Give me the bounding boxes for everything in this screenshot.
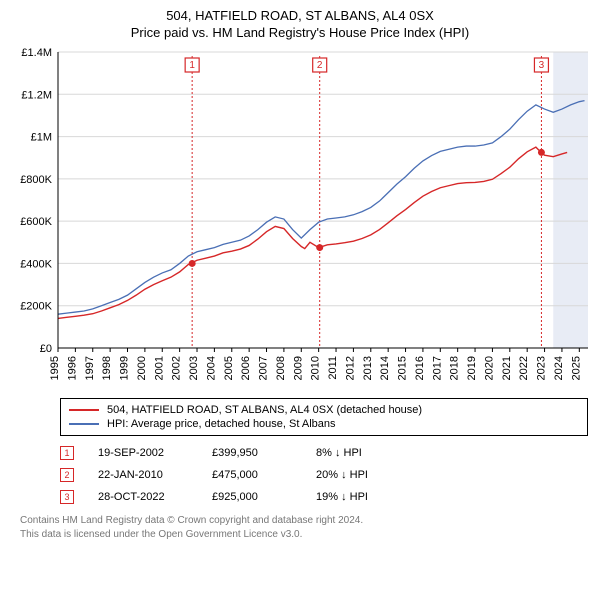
record-date: 19-SEP-2002 xyxy=(98,447,188,459)
record-price: £399,950 xyxy=(212,447,292,459)
svg-text:2019: 2019 xyxy=(466,356,478,380)
svg-text:2005: 2005 xyxy=(223,356,235,380)
svg-text:2: 2 xyxy=(317,60,323,71)
svg-text:2021: 2021 xyxy=(501,356,513,380)
record-price: £925,000 xyxy=(212,491,292,503)
legend-label: 504, HATFIELD ROAD, ST ALBANS, AL4 0SX (… xyxy=(107,404,422,416)
svg-text:2006: 2006 xyxy=(240,356,252,380)
svg-text:2022: 2022 xyxy=(518,356,530,380)
chart-area: £0 £200K £400K £600K £800K £1M £1.2M £1.4M 1995 1… xyxy=(0,44,600,394)
svg-text:2009: 2009 xyxy=(292,356,304,380)
record-row: 3 28-OCT-2022 £925,000 19% ↓ HPI xyxy=(60,486,588,508)
svg-text:2011: 2011 xyxy=(327,356,339,380)
svg-text:1996: 1996 xyxy=(66,356,78,380)
svg-text:£200K: £200K xyxy=(20,301,52,313)
svg-text:2001: 2001 xyxy=(153,356,165,380)
svg-text:2020: 2020 xyxy=(483,356,495,380)
svg-text:2013: 2013 xyxy=(362,356,374,380)
svg-text:2018: 2018 xyxy=(449,356,461,380)
legend-swatch xyxy=(69,423,99,425)
svg-text:1: 1 xyxy=(189,60,195,71)
record-pct: 20% ↓ HPI xyxy=(316,469,416,481)
record-date: 28-OCT-2022 xyxy=(98,491,188,503)
record-marker: 1 xyxy=(60,446,74,460)
record-date: 22-JAN-2010 xyxy=(98,469,188,481)
svg-text:2016: 2016 xyxy=(414,356,426,380)
record-marker: 3 xyxy=(60,490,74,504)
record-pct: 8% ↓ HPI xyxy=(316,447,416,459)
legend-label: HPI: Average price, detached house, St A… xyxy=(107,418,336,430)
svg-text:1998: 1998 xyxy=(101,356,113,380)
title-subtitle: Price paid vs. HM Land Registry's House … xyxy=(10,25,590,40)
svg-text:2014: 2014 xyxy=(379,356,391,380)
svg-text:£800K: £800K xyxy=(20,174,52,186)
svg-text:1997: 1997 xyxy=(84,356,96,380)
footer-line-2: This data is licensed under the Open Gov… xyxy=(20,528,588,542)
title-main: 504, HATFIELD ROAD, ST ALBANS, AL4 0SX xyxy=(10,8,590,23)
record-row: 1 19-SEP-2002 £399,950 8% ↓ HPI xyxy=(60,442,588,464)
footer-line-1: Contains HM Land Registry data © Crown c… xyxy=(20,514,588,528)
svg-text:2024: 2024 xyxy=(553,356,565,380)
legend: 504, HATFIELD ROAD, ST ALBANS, AL4 0SX (… xyxy=(60,398,588,436)
svg-text:£400K: £400K xyxy=(20,258,52,270)
legend-item: HPI: Average price, detached house, St A… xyxy=(69,417,579,431)
chart-container: 504, HATFIELD ROAD, ST ALBANS, AL4 0SX P… xyxy=(0,0,600,541)
chart-svg: £0 £200K £400K £600K £800K £1M £1.2M £1.4M 1995 1… xyxy=(0,44,600,394)
svg-text:2023: 2023 xyxy=(536,356,548,380)
legend-item: 504, HATFIELD ROAD, ST ALBANS, AL4 0SX (… xyxy=(69,403,579,417)
svg-text:2008: 2008 xyxy=(275,356,287,380)
svg-text:2004: 2004 xyxy=(205,356,217,380)
record-marker: 2 xyxy=(60,468,74,482)
svg-text:£1.4M: £1.4M xyxy=(21,47,52,59)
record-row: 2 22-JAN-2010 £475,000 20% ↓ HPI xyxy=(60,464,588,486)
legend-swatch xyxy=(69,409,99,411)
svg-text:1999: 1999 xyxy=(119,356,131,380)
transaction-records: 1 19-SEP-2002 £399,950 8% ↓ HPI 2 22-JAN-2010… xyxy=(60,442,588,508)
svg-text:2012: 2012 xyxy=(344,356,356,380)
svg-text:2015: 2015 xyxy=(397,356,409,380)
svg-text:2000: 2000 xyxy=(136,356,148,380)
svg-text:£600K: £600K xyxy=(20,216,52,228)
svg-text:£0: £0 xyxy=(40,343,52,355)
record-pct: 19% ↓ HPI xyxy=(316,491,416,503)
svg-text:2007: 2007 xyxy=(258,356,270,380)
attribution-footer: Contains HM Land Registry data © Crown c… xyxy=(20,514,588,541)
svg-text:2017: 2017 xyxy=(431,356,443,380)
title-block: 504, HATFIELD ROAD, ST ALBANS, AL4 0SX P… xyxy=(0,0,600,44)
record-price: £475,000 xyxy=(212,469,292,481)
svg-text:2010: 2010 xyxy=(310,356,322,380)
svg-text:2025: 2025 xyxy=(570,356,582,380)
svg-text:1995: 1995 xyxy=(49,356,61,380)
svg-text:2002: 2002 xyxy=(171,356,183,380)
svg-text:£1.2M: £1.2M xyxy=(21,89,52,101)
svg-text:2003: 2003 xyxy=(188,356,200,380)
svg-text:3: 3 xyxy=(539,60,545,71)
svg-text:£1M: £1M xyxy=(31,132,52,144)
